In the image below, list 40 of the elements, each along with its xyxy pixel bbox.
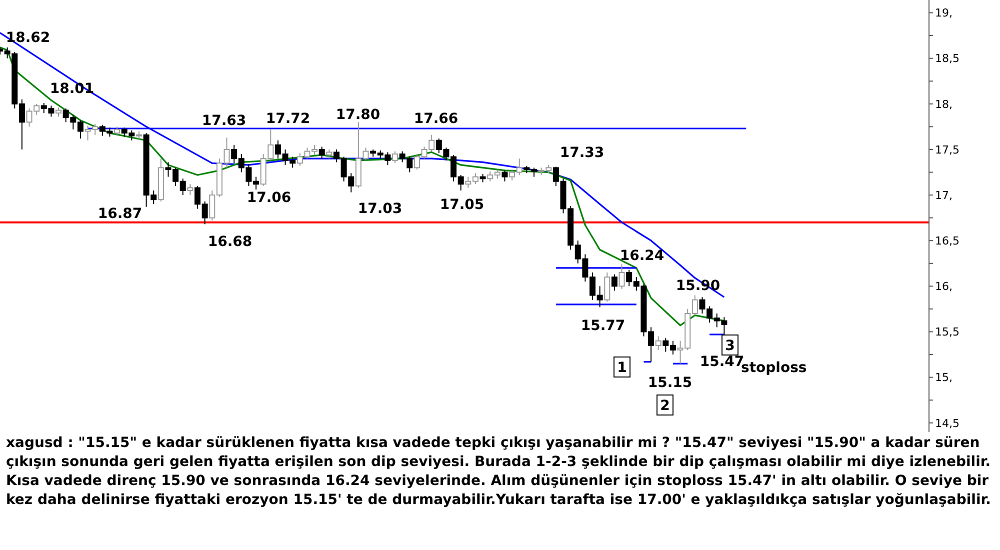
y-tick-label: 16,5	[935, 234, 960, 248]
annotation: 17.05	[440, 197, 484, 213]
annotation: 17.03	[358, 201, 402, 217]
annotation: 17.33	[560, 145, 604, 161]
candlestick	[318, 146, 325, 160]
candlestick	[655, 336, 662, 350]
candlestick	[618, 264, 625, 290]
annotation: 2	[660, 398, 670, 414]
annotation: 16.68	[208, 234, 252, 250]
annotation: 16.24	[620, 248, 664, 264]
text: xagusd : "15.15" e kadar sürüklenen fiyatta kısa vadede tepki çıkışı yaşanabilir mi ? "15.47" seviyesi "15.90" a kadar süren çıkışın sonunda geri gelen fiyatta erişilen son dip seviyesi. Burada 1-2-3 şeklinde bir dip çalışması olabilir mi diye izlenebilir. Kısa vadede direnç 15.90 ve sonrasında 16.24 seviyelerinde. Alım düşünenler için stoploss 15.47' in altı olabilir. O seviye bir kez daha delinirse fiyattaki erozyon 15.15' te de durmayabilir.Yukarı tarafta ise 17.00' e yaklaşıldıkça satışlar yoğunlaşabilir.	[6, 434, 991, 510]
y-tick-label: 15,5	[935, 326, 960, 339]
y-tick-label: 14,5	[935, 416, 960, 430]
annotation: 17.66	[414, 111, 458, 127]
annotation: 3	[725, 338, 735, 354]
candlestick	[114, 126, 120, 136]
y-tick-label: 16,	[935, 280, 952, 294]
annotation: 15.15	[648, 375, 692, 391]
annotation: 16.87	[98, 206, 142, 222]
candlestick	[187, 184, 194, 196]
annotation: 17.80	[336, 107, 380, 123]
candlestick	[604, 272, 610, 302]
annotation: 17.63	[202, 113, 246, 129]
annotation: 17.72	[266, 111, 310, 127]
y-tick-label: 18,5	[935, 52, 960, 66]
annotation: 17.06	[246, 190, 292, 206]
candlestick	[136, 130, 142, 141]
candlestick	[56, 107, 62, 118]
annotation: 15.77	[580, 318, 626, 334]
candlestick	[502, 170, 508, 182]
candlestick	[326, 148, 332, 160]
y-tick-label: 18,	[935, 98, 952, 111]
y-tick-label: 17,	[935, 188, 952, 202]
candlestick	[611, 274, 618, 292]
y-tick-label: 19,	[935, 6, 952, 20]
y-tick-label: 15,	[935, 371, 952, 384]
annotation: 1	[617, 360, 627, 376]
annotation: 18.62	[6, 30, 50, 46]
candlestick	[392, 150, 398, 164]
y-tick-label: 17,5	[935, 143, 960, 156]
